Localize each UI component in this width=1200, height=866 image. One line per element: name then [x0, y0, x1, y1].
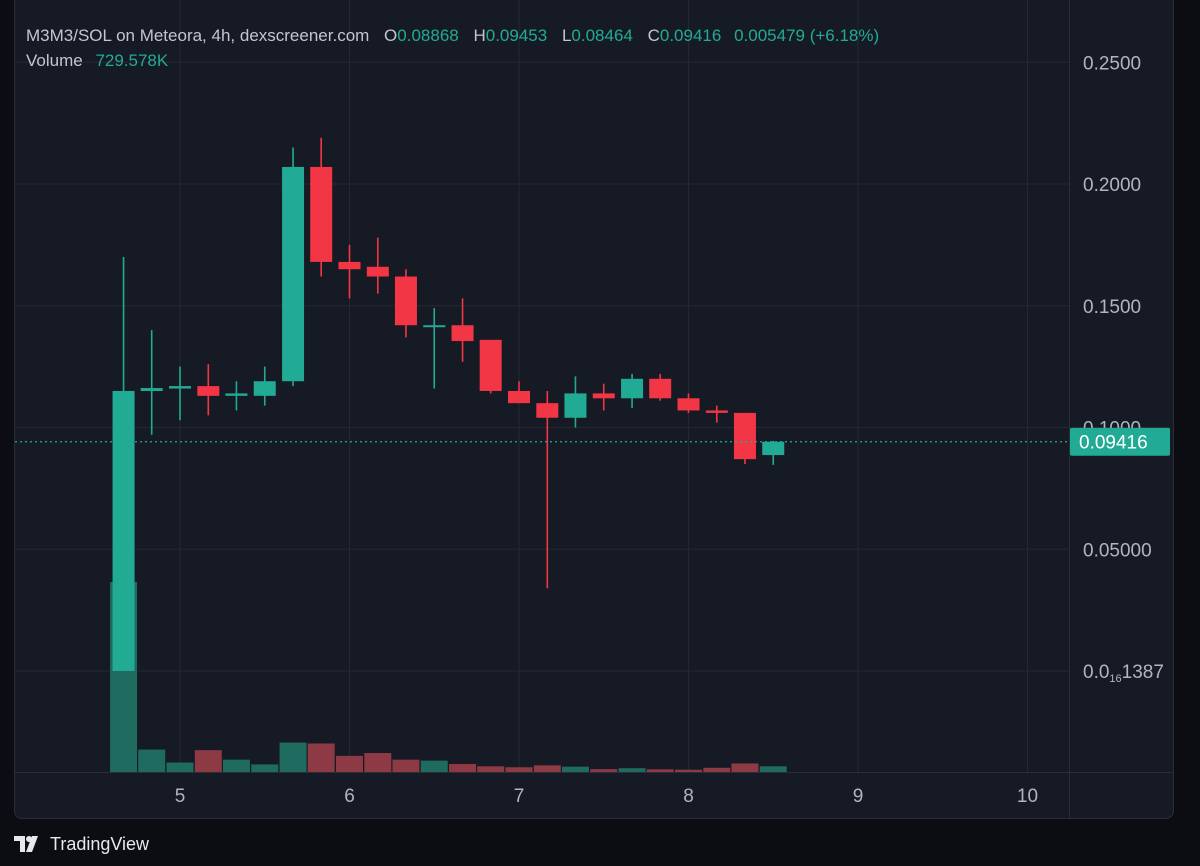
- volume-label: Volume: [26, 51, 83, 70]
- price-tick-label: 0.2500: [1083, 53, 1141, 74]
- candle-body[interactable]: [282, 166, 305, 382]
- time-tick-label: 6: [344, 786, 355, 807]
- time-tick-label: 5: [175, 786, 186, 807]
- candle-body[interactable]: [225, 393, 248, 396]
- candle-body[interactable]: [592, 393, 615, 399]
- candle-body[interactable]: [338, 261, 361, 270]
- candle-body[interactable]: [762, 441, 785, 456]
- volume-bar[interactable]: [675, 769, 702, 772]
- candle-body[interactable]: [394, 276, 417, 326]
- candle-body[interactable]: [733, 412, 756, 460]
- candle-body[interactable]: [479, 339, 502, 391]
- candle-body[interactable]: [451, 325, 474, 342]
- open-key: O: [384, 26, 398, 45]
- volume-bar[interactable]: [138, 749, 166, 772]
- candle-body[interactable]: [705, 410, 728, 413]
- volume-bar[interactable]: [336, 755, 363, 772]
- volume-bar[interactable]: [731, 763, 759, 772]
- volume-bar[interactable]: [618, 768, 646, 772]
- high-key: H: [473, 26, 486, 45]
- low-value: 0.08464: [571, 26, 633, 45]
- volume-bar[interactable]: [533, 765, 561, 772]
- open-value: 0.08868: [397, 26, 459, 45]
- volume-bar[interactable]: [194, 750, 222, 772]
- candle-body[interactable]: [508, 390, 530, 404]
- footer: TradingView: [14, 830, 149, 858]
- volume-bar[interactable]: [307, 743, 335, 773]
- volume-bar[interactable]: [420, 760, 448, 772]
- close-value: 0.09416: [659, 26, 722, 45]
- candle-body[interactable]: [536, 403, 559, 418]
- volume-bar[interactable]: [703, 767, 731, 772]
- candle-body[interactable]: [197, 386, 220, 396]
- candle-body[interactable]: [112, 390, 135, 671]
- tradingview-logo-icon[interactable]: [14, 836, 42, 852]
- price-tick-label: 0.05000: [1083, 540, 1152, 561]
- candle-body[interactable]: [140, 388, 163, 391]
- price-tick-label: 0.2000: [1083, 175, 1141, 196]
- volume-bar[interactable]: [505, 767, 533, 772]
- time-tick-label: 9: [853, 786, 864, 807]
- volume-bar[interactable]: [166, 762, 194, 773]
- time-tick-label: 8: [683, 786, 694, 807]
- volume-bar[interactable]: [561, 766, 589, 772]
- candle-body[interactable]: [423, 325, 446, 328]
- last-price-label: 0.09416: [1079, 433, 1148, 454]
- symbol-title: M3M3/SOL on Meteora, 4h, dexscreener.com: [26, 26, 370, 45]
- volume-bar[interactable]: [590, 769, 618, 772]
- legend-volume: Volume 729.578K: [26, 51, 168, 71]
- volume-bar[interactable]: [646, 769, 674, 772]
- volume-bar[interactable]: [364, 753, 392, 772]
- candle-body[interactable]: [621, 378, 644, 399]
- candle-body[interactable]: [253, 381, 276, 396]
- price-tick-label: 0.0161387: [1083, 662, 1164, 685]
- candle-body[interactable]: [677, 398, 700, 411]
- candle-body[interactable]: [310, 166, 333, 262]
- candle-body[interactable]: [169, 386, 191, 389]
- volume-bar[interactable]: [222, 759, 250, 772]
- volume-bar[interactable]: [759, 766, 787, 772]
- last-price-badge: [1070, 427, 1170, 456]
- candle-body[interactable]: [564, 393, 587, 418]
- volume-value: 729.578K: [95, 51, 169, 70]
- close-key: C: [647, 26, 660, 45]
- tradingview-label[interactable]: TradingView: [50, 833, 150, 854]
- low-key: L: [561, 26, 572, 45]
- price-tick-label: 0.1500: [1083, 297, 1141, 318]
- time-tick-label: 10: [1017, 786, 1038, 807]
- volume-bar[interactable]: [449, 764, 477, 772]
- price-chart[interactable]: 0.25000.20000.15000.10000.050000.0161387…: [15, 0, 1173, 818]
- volume-bar[interactable]: [251, 764, 279, 772]
- change-value: 0.005479 (+6.18%): [734, 26, 880, 45]
- volume-bar[interactable]: [477, 766, 505, 772]
- volume-bar[interactable]: [392, 759, 420, 772]
- volume-bar[interactable]: [279, 742, 307, 772]
- chart-frame: 0.25000.20000.15000.10000.050000.0161387…: [14, 0, 1174, 819]
- candle-body[interactable]: [649, 378, 672, 399]
- high-value: 0.09453: [485, 26, 548, 45]
- time-tick-label: 7: [514, 786, 525, 807]
- legend-ohlc: M3M3/SOL on Meteora, 4h, dexscreener.com…: [26, 26, 879, 46]
- candle-body[interactable]: [366, 266, 389, 277]
